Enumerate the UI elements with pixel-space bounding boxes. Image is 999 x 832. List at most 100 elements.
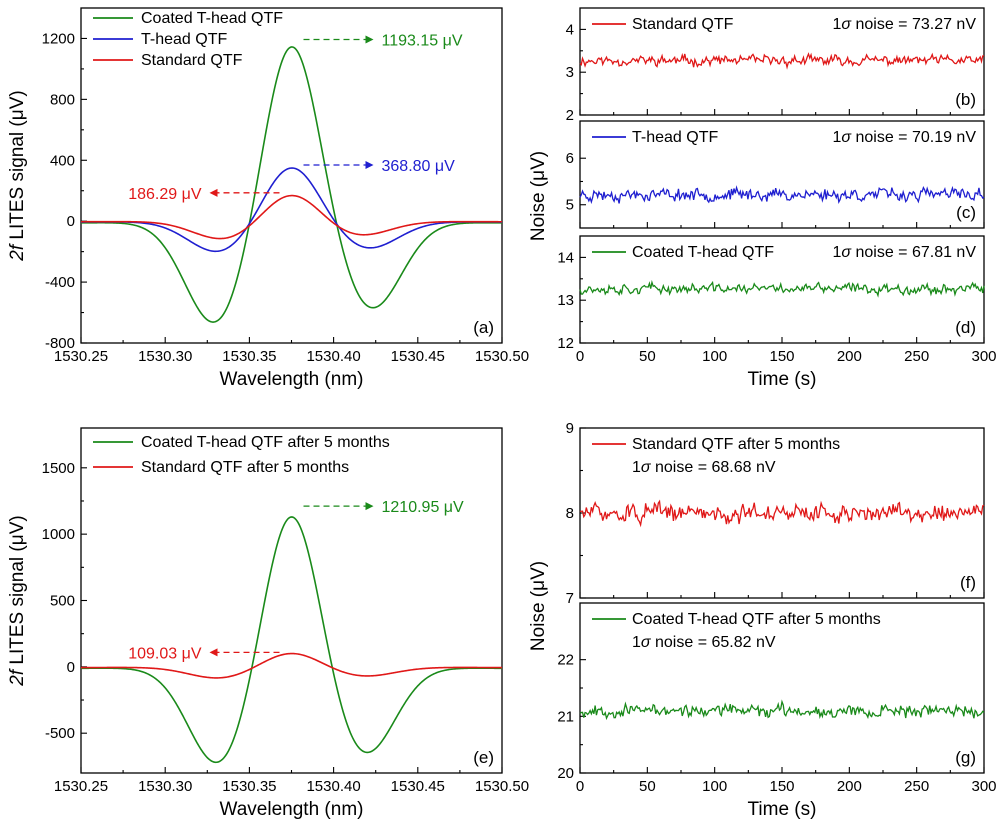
y-axis-title-rest: LITES signal (μV) [7, 90, 28, 245]
series-line-a-1 [81, 167, 502, 253]
noise-label-sigma: σ [841, 244, 852, 261]
noise-value-label-d: 1σ noise = 67.81 nV [832, 244, 976, 261]
y-tick-label-d: 14 [557, 249, 574, 266]
panel-g: 20 21 22 0 50 100 150 200 250 300 (g) Time (s) Coate… [557, 602, 997, 820]
legend-label-e-0: Coated T-head QTF after 5 months [141, 434, 390, 451]
plot-frame-f [579, 427, 985, 599]
annotation-label-a-0: 1193.15 μV [382, 32, 463, 49]
y-tick-label-b: 4 [566, 21, 574, 38]
y-tick-label-f: 9 [566, 420, 574, 437]
legend-label-e-1: Standard QTF after 5 months [141, 459, 349, 476]
noise-label-rest: noise = 65.82 nV [651, 634, 776, 651]
y-tick-label-g: 21 [557, 708, 574, 725]
panel-c: 5 6 (c) T-head QTF 1σ noise = 70.19 nV [566, 120, 985, 229]
y-tick-label-c: 6 [566, 150, 574, 167]
legend-label-d: Coated T-head QTF [632, 244, 774, 261]
panel-label-g: (g) [955, 748, 976, 767]
y-tick-label-a: -400 [45, 274, 75, 291]
y-tick-label-a: 800 [50, 91, 75, 108]
x-tick-label-d: 300 [971, 348, 996, 365]
x-axis-title-e: Wavelength (nm) [220, 799, 364, 820]
noise-value-label-c: 1σ noise = 70.19 nV [832, 129, 976, 146]
panel-label-c: (c) [956, 203, 976, 222]
y-tick-label-a: 0 [67, 213, 75, 230]
legend-label-a-0: Coated T-head QTF [141, 10, 283, 27]
series-line-a-2 [81, 194, 502, 240]
x-tick-label-e: 1530.35 [222, 778, 276, 795]
noise-trace-b [579, 52, 985, 70]
noise-label-rest: noise = 67.81 nV [851, 244, 976, 261]
annotation-arrowhead-a-0 [365, 35, 374, 44]
noise-y-axis-title-bottom: Noise (μV) [528, 561, 549, 651]
panel-e: -500 0 500 1000 1500 1530.25 1530.30 1530.35 153… [7, 427, 529, 820]
x-tick-label-g: 50 [639, 778, 656, 795]
series-line-e-1 [81, 652, 502, 679]
legend-label-c: T-head QTF [632, 129, 718, 146]
y-tick-label-d: 12 [557, 335, 574, 352]
plot-frame-e [80, 427, 503, 774]
panel-a: -800 -400 0 400 800 1200 1530.25 1530.30 1530.35… [7, 7, 529, 390]
x-tick-label-g: 300 [971, 778, 996, 795]
y-tick-label-g: 22 [557, 652, 574, 669]
panel-label-b: (b) [955, 90, 976, 109]
annotation-label-a-2: 186.29 μV [128, 186, 202, 203]
noise-label-prefix: 1 [832, 129, 841, 146]
x-axis-title-a: Wavelength (nm) [220, 369, 364, 390]
noise-label-prefix: 1 [832, 16, 841, 33]
plot-frame-g [579, 602, 985, 774]
panel-f: 7 8 9 (f) Standard QTF after 5 months 1σ nois… [566, 420, 985, 607]
y-tick-label-e: 500 [50, 593, 75, 610]
legend-label-b: Standard QTF [632, 16, 734, 33]
y-tick-label-a: -800 [45, 335, 75, 352]
x-tick-label-d: 150 [769, 348, 794, 365]
x-tick-label-g: 100 [702, 778, 727, 795]
x-tick-label-d: 0 [576, 348, 584, 365]
noise-value-label-g: 1σ noise = 65.82 nV [632, 634, 776, 651]
annotation-arrowhead-a-2 [209, 188, 218, 197]
panel-label-a: (a) [473, 318, 494, 337]
x-tick-label-e: 1530.25 [54, 778, 108, 795]
x-tick-label-g: 250 [904, 778, 929, 795]
noise-trace-c [579, 185, 985, 205]
noise-trace-d [579, 279, 985, 298]
annotation-arrowhead-a-1 [365, 161, 374, 170]
x-tick-label-a: 1530.30 [138, 348, 192, 365]
legend-label-f: Standard QTF after 5 months [632, 436, 840, 453]
noise-value-label-b: 1σ noise = 73.27 nV [832, 16, 976, 33]
noise-label-sigma: σ [641, 634, 652, 651]
series-line-a-0 [81, 46, 502, 323]
noise-trace-f [579, 499, 985, 528]
y-axis-title-a: 2f LITES signal (μV) [7, 90, 28, 261]
noise-label-sigma: σ [841, 129, 852, 146]
x-tick-label-e: 1530.40 [306, 778, 360, 795]
y-tick-label-a: 400 [50, 152, 75, 169]
legend-label-a-1: T-head QTF [141, 31, 227, 48]
x-axis-title-g: Time (s) [748, 799, 817, 820]
annotation-arrowhead-e-1 [209, 648, 218, 657]
panel-b: 2 3 4 (b) Standard QTF 1σ noise = 73.27 nV [566, 7, 985, 124]
y-axis-title-rest: LITES signal (μV) [7, 515, 28, 670]
legend-label-a-2: Standard QTF [141, 52, 243, 69]
y-tick-label-e: 1000 [42, 526, 75, 543]
x-tick-label-d: 200 [837, 348, 862, 365]
x-tick-label-a: 1530.50 [475, 348, 529, 365]
annotation-label-e-0: 1210.95 μV [382, 499, 465, 516]
y-tick-label-e: -500 [45, 725, 75, 742]
x-tick-label-g: 0 [576, 778, 584, 795]
x-tick-label-d: 100 [702, 348, 727, 365]
panel-d: 12 13 14 0 50 100 150 200 250 300 (d) Time (s) Coate… [557, 235, 997, 390]
x-tick-label-a: 1530.35 [222, 348, 276, 365]
x-tick-label-d: 50 [639, 348, 656, 365]
noise-trace-g [579, 699, 985, 721]
x-tick-label-a: 1530.40 [306, 348, 360, 365]
x-axis-title-d: Time (s) [748, 369, 817, 390]
y-tick-label-d: 13 [557, 292, 574, 309]
noise-label-sigma: σ [841, 16, 852, 33]
noise-label-prefix: 1 [632, 634, 641, 651]
x-tick-label-e: 1530.30 [138, 778, 192, 795]
x-tick-label-d: 250 [904, 348, 929, 365]
annotation-label-e-1: 109.03 μV [128, 645, 202, 662]
y-tick-label-b: 2 [566, 107, 574, 124]
legend-label-g: Coated T-head QTF after 5 months [632, 611, 881, 628]
